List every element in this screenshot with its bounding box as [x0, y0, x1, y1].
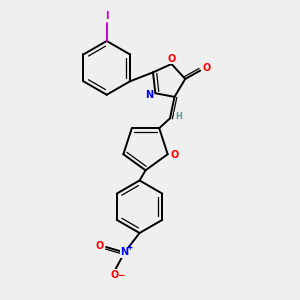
Text: N: N — [121, 248, 129, 257]
Text: +: + — [126, 242, 132, 251]
Text: O: O — [95, 241, 104, 250]
Text: O: O — [202, 63, 211, 73]
Text: N: N — [145, 90, 153, 100]
Text: I: I — [105, 11, 109, 21]
Text: O: O — [171, 150, 179, 160]
Text: H: H — [175, 112, 182, 122]
Text: −: − — [117, 271, 125, 280]
Text: O: O — [167, 54, 175, 64]
Text: O: O — [110, 270, 118, 280]
